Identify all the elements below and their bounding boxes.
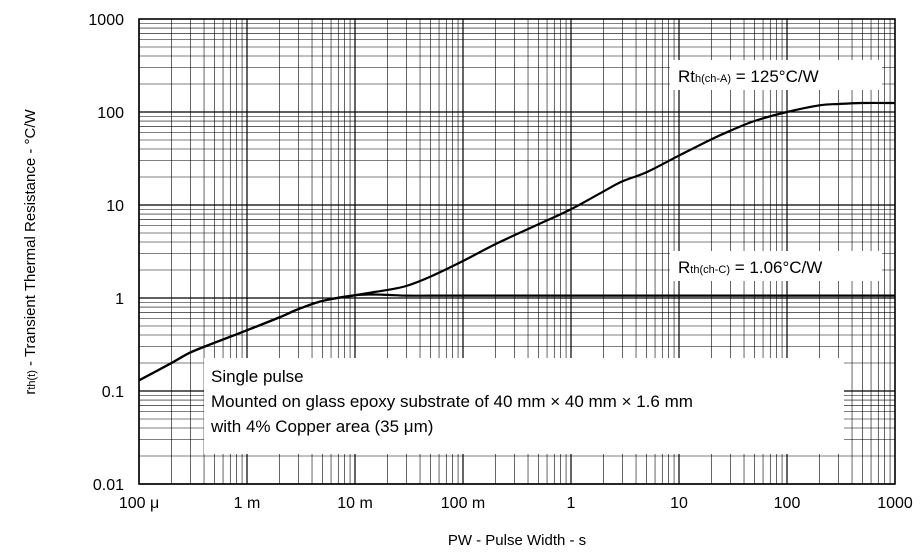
annotation-rch-a: Rth(ch-A) = 125°C/W — [678, 67, 819, 86]
x-tick-label: 10 — [670, 495, 688, 512]
y-tick-labels: 0.01 0.1 1 10 100 1000 — [88, 12, 124, 494]
series-line-2 — [138, 293, 895, 382]
y-tick-label: 1 — [115, 291, 124, 308]
plot-frame — [138, 18, 896, 485]
annotation-rch-c-sub: th(ch-C) — [690, 264, 730, 276]
y-axis-title-sub: th(t) — [26, 370, 38, 390]
x-tick-label: 1 m — [234, 495, 261, 512]
x-tick-label: 10 m — [337, 495, 373, 512]
annotation-rch-a-sub: h(ch-A) — [695, 73, 731, 85]
annotation-box-rch-a — [670, 60, 882, 90]
y-axis-title: rth(t) - Transient Thermal Resistance - … — [22, 108, 39, 394]
y-tick-label: 1000 — [88, 12, 124, 29]
y-axis-title-main: r — [22, 390, 39, 395]
annotation-rch-a-main: Rt — [678, 67, 695, 86]
note-line-2: Mounted on glass epoxy substrate of 40 m… — [211, 392, 693, 411]
y-tick-label: 0.01 — [93, 477, 124, 494]
note-box — [204, 358, 844, 454]
note-line-3: with 4% Copper area (35 μm) — [210, 417, 433, 436]
annotation-rch-c-main: R — [678, 258, 690, 277]
x-tick-label: 1000 — [877, 495, 913, 512]
x-tick-labels: 100 μ 1 m 10 m 100 m 1 10 100 1000 — [119, 495, 913, 512]
y-tick-label: 10 — [106, 198, 124, 215]
x-axis-title: PW - Pulse Width - s — [448, 532, 586, 549]
series-line-1 — [138, 101, 896, 382]
y-tick-label: 0.1 — [102, 384, 124, 401]
annotation-rch-c: Rth(ch-C) = 1.06°C/W — [678, 258, 822, 277]
series-layer — [138, 101, 896, 382]
y-axis-title-rest: - Transient Thermal Resistance - °C/W — [22, 108, 39, 370]
x-tick-label: 1 — [567, 495, 576, 512]
annotation-box-rch-c — [670, 251, 882, 281]
annotation-rch-a-rest: = 125°C/W — [731, 67, 819, 86]
x-tick-label: 100 — [774, 495, 801, 512]
annotation-rch-c-rest: = 1.06°C/W — [730, 258, 822, 277]
y-tick-label: 100 — [97, 105, 124, 122]
x-tick-label: 100 μ — [119, 495, 159, 512]
note-line-1: Single pulse — [211, 367, 304, 386]
x-tick-label: 100 m — [441, 495, 485, 512]
